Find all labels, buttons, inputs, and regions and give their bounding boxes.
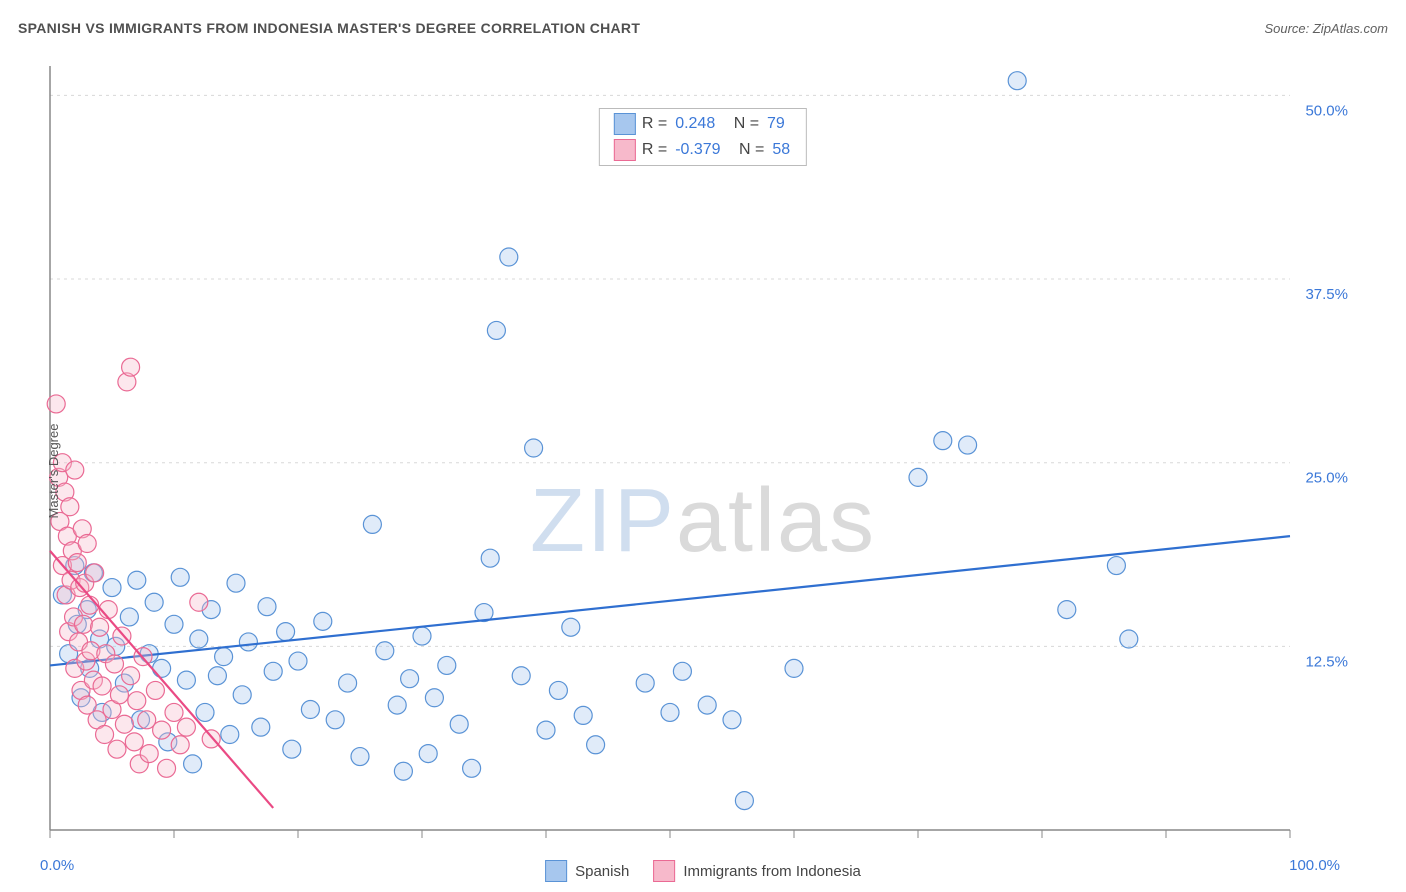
y-axis-label: Master's Degree	[46, 424, 61, 519]
legend-swatch-indonesia	[614, 139, 636, 161]
r-value: -0.379	[675, 141, 720, 159]
r-value: 0.248	[675, 115, 715, 133]
x-min-label: 0.0%	[40, 857, 74, 874]
scatter-chart: 12.5% 25.0% 37.5% 50.0%	[0, 50, 1406, 892]
series-legend: Spanish Immigrants from Indonesia	[545, 860, 861, 882]
svg-text:50.0%: 50.0%	[1305, 102, 1348, 119]
r-label: R =	[642, 115, 667, 133]
legend-swatch-indonesia	[653, 860, 675, 882]
svg-text:37.5%: 37.5%	[1305, 286, 1348, 303]
chart-container: Master's Degree ZIPatlas 12.5%25.0%37.5%…	[0, 50, 1406, 892]
n-label: N =	[739, 141, 764, 159]
r-label: R =	[642, 141, 667, 159]
source-credit: Source: ZipAtlas.com	[1264, 21, 1388, 36]
svg-text:25.0%: 25.0%	[1305, 470, 1348, 487]
n-value: 58	[772, 141, 790, 159]
x-max-label: 100.0%	[1289, 857, 1340, 874]
header-bar: SPANISH VS IMMIGRANTS FROM INDONESIA MAS…	[0, 0, 1406, 56]
legend-swatch-spanish	[614, 113, 636, 135]
legend-item-indonesia: Immigrants from Indonesia	[653, 860, 861, 882]
legend-swatch-spanish	[545, 860, 567, 882]
legend-row-indonesia: R = -0.379 N = 58	[600, 137, 806, 163]
chart-title: SPANISH VS IMMIGRANTS FROM INDONESIA MAS…	[18, 20, 640, 36]
n-label: N =	[734, 115, 759, 133]
svg-text:12.5%: 12.5%	[1305, 653, 1348, 670]
n-value: 79	[767, 115, 785, 133]
legend-label: Spanish	[575, 863, 629, 880]
correlation-legend: R = 0.248 N = 79 R = -0.379 N = 58	[599, 108, 807, 166]
legend-label: Immigrants from Indonesia	[683, 863, 861, 880]
legend-item-spanish: Spanish	[545, 860, 629, 882]
legend-row-spanish: R = 0.248 N = 79	[600, 111, 806, 137]
